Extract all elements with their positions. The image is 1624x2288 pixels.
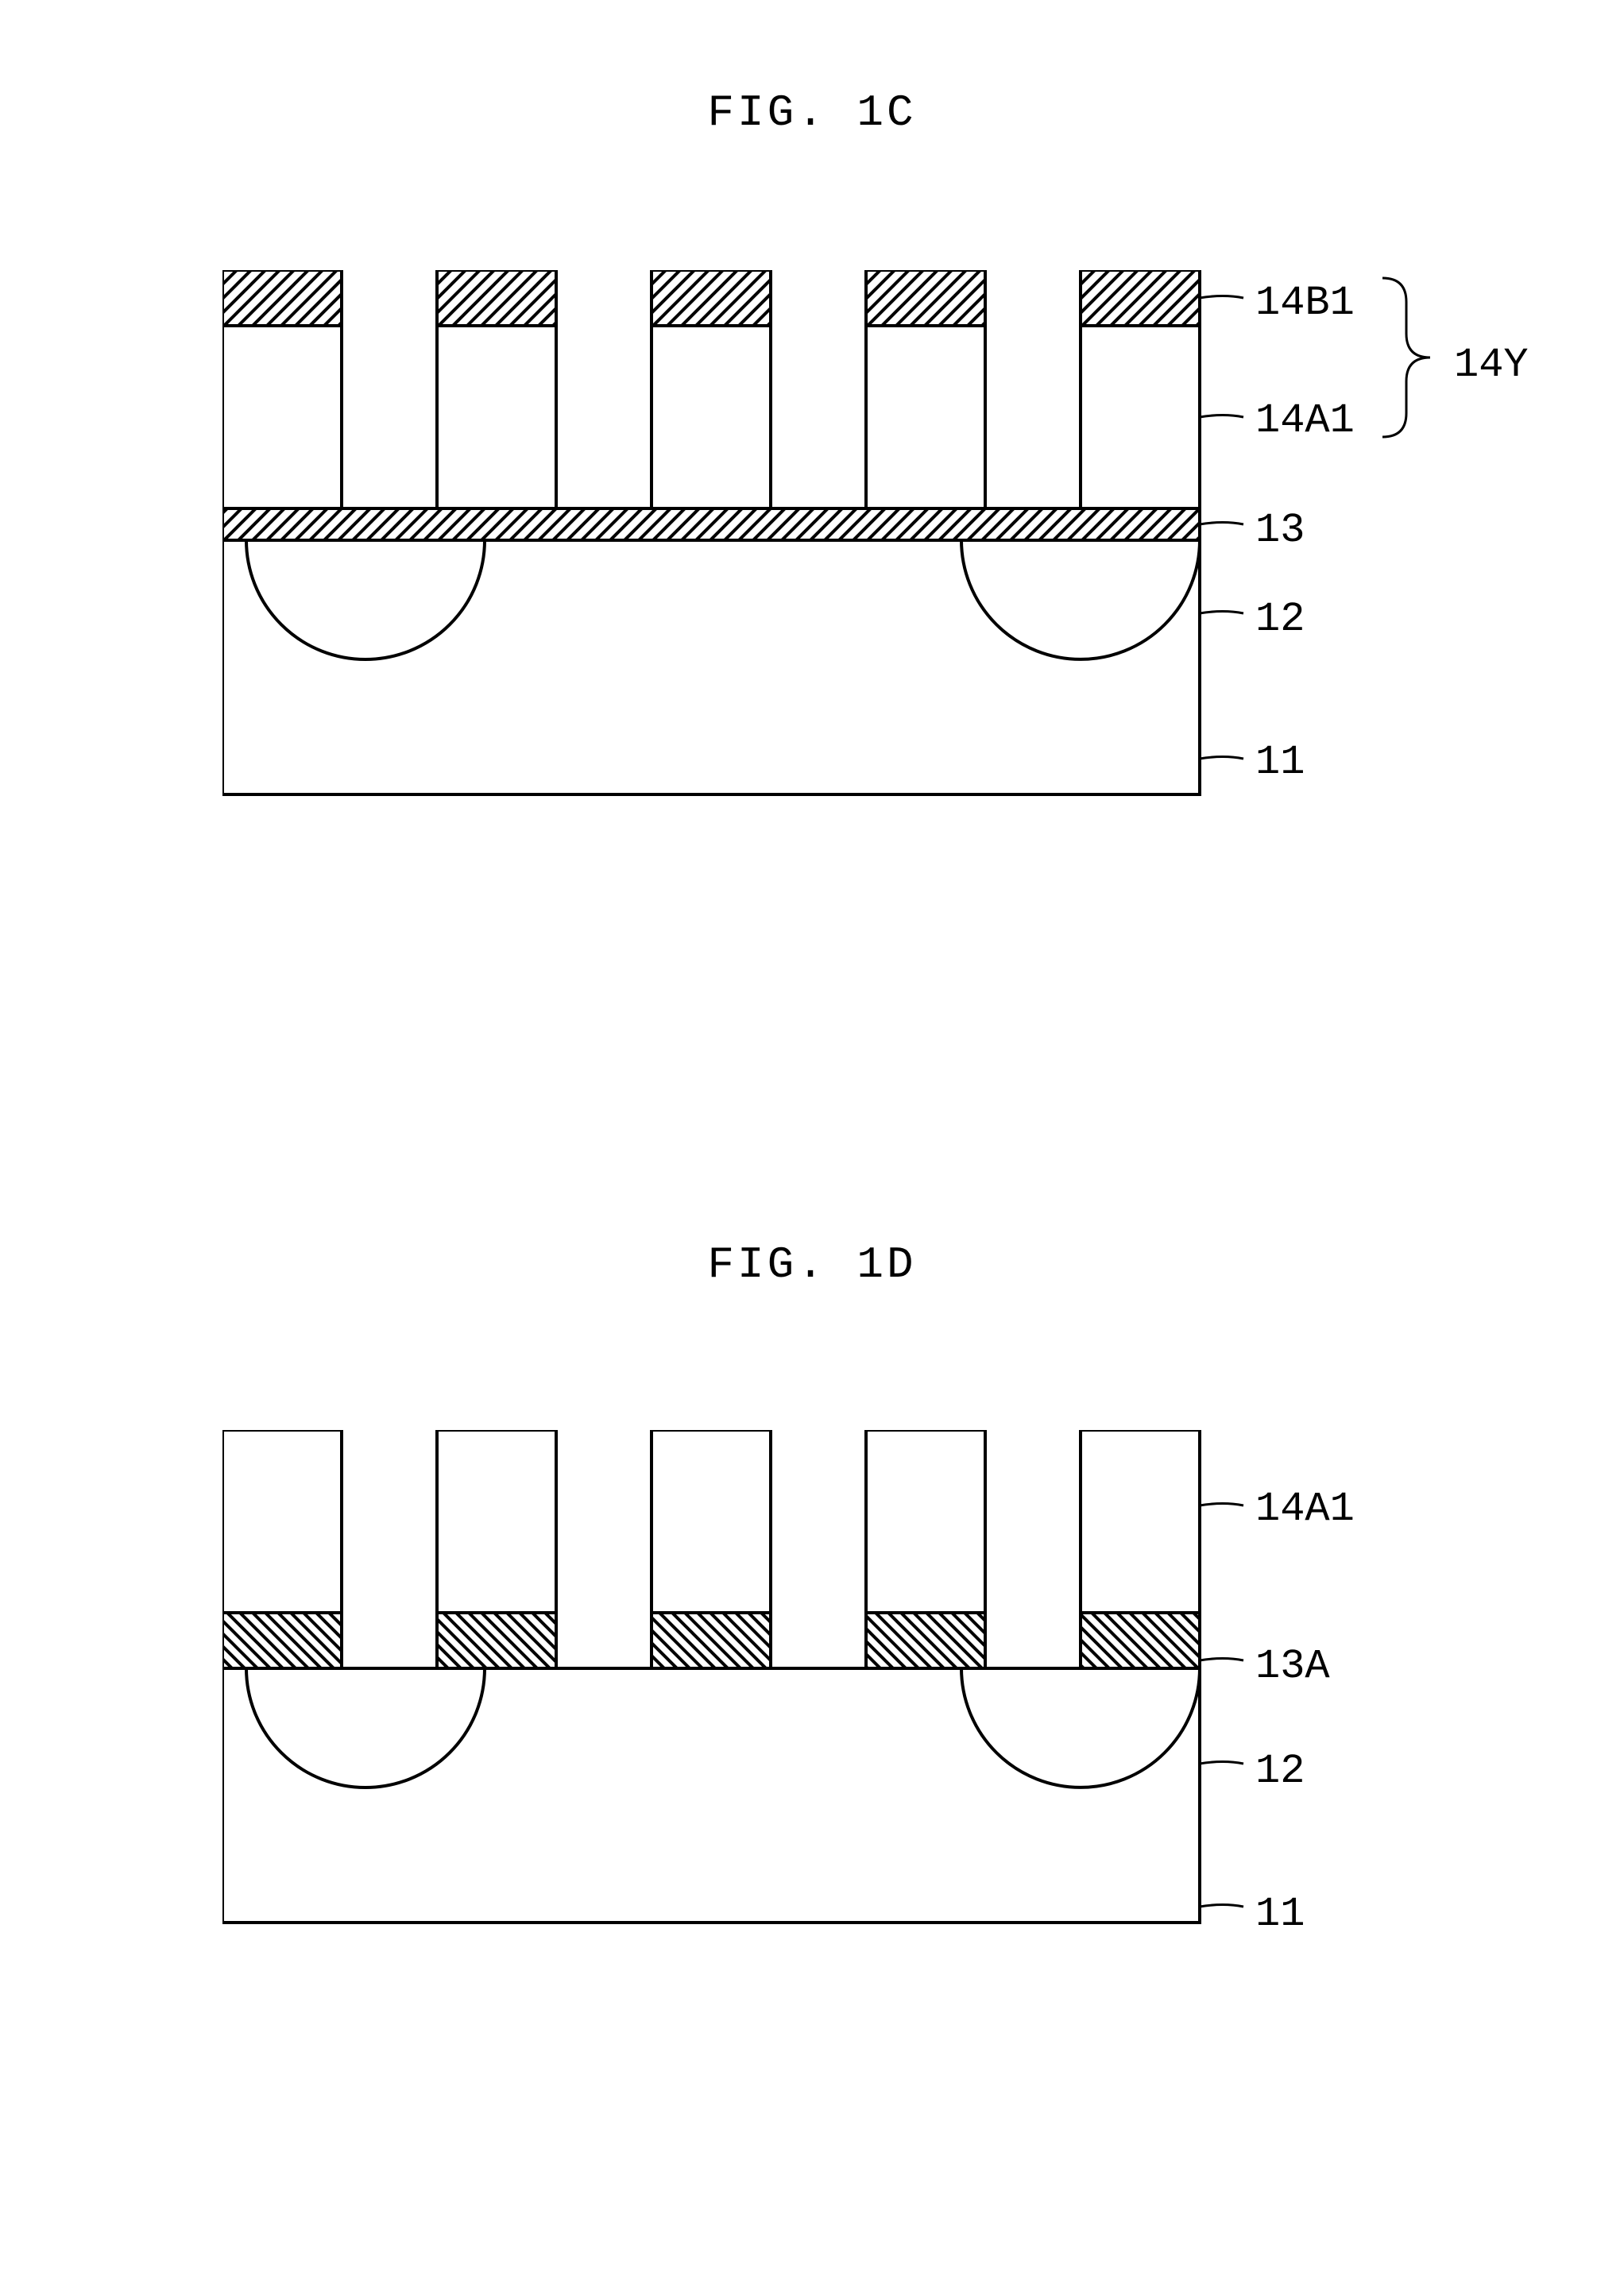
label-13a: 13A xyxy=(1255,1643,1330,1690)
label-14b1: 14B1 xyxy=(1255,280,1355,327)
figure-d-leads xyxy=(0,1430,1624,1986)
page: FIG. 1C xyxy=(0,0,1624,2288)
label-14a1-d: 14A1 xyxy=(1255,1486,1355,1532)
label-12: 12 xyxy=(1255,596,1305,643)
label-14a1: 14A1 xyxy=(1255,397,1355,444)
figure-d-title: FIG. 1D xyxy=(0,1239,1624,1290)
label-11: 11 xyxy=(1255,739,1305,786)
label-14y: 14Y xyxy=(1454,342,1529,388)
label-13: 13 xyxy=(1255,507,1305,554)
label-12-d: 12 xyxy=(1255,1748,1305,1795)
figure-c-leads xyxy=(0,0,1624,874)
label-11-d: 11 xyxy=(1255,1891,1305,1938)
